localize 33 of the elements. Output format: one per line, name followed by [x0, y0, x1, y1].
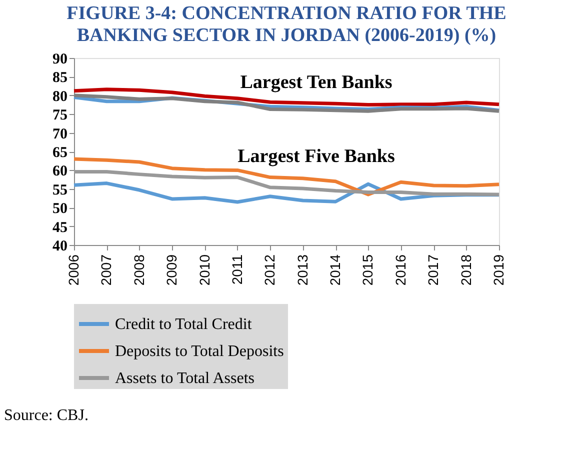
legend-label: Credit to Total Credit	[115, 316, 252, 333]
legend-label: Assets to Total Assets	[115, 370, 254, 387]
y-tick-label: 40	[52, 238, 68, 254]
y-tick-label: 85	[52, 70, 68, 86]
y-tick-label: 75	[52, 108, 68, 124]
y-tick-label: 60	[52, 164, 68, 180]
x-tick-label: 2011	[228, 254, 245, 285]
y-tick-label: 65	[52, 145, 68, 161]
y-tick-label: 45	[52, 220, 68, 236]
x-tick-label: 2008	[130, 254, 147, 286]
y-tick-label: 50	[52, 201, 68, 218]
y-tick-label: 70	[52, 126, 68, 142]
x-tick-label: 2018	[458, 254, 474, 286]
x-tick-label: 2017	[425, 254, 442, 286]
x-tick-label: 2010	[196, 254, 212, 286]
x-tick-label: 2012	[262, 254, 278, 286]
chart-title: FIGURE 3-4: CONCENTRATION RATIO FOR THE BANKING SECTOR IN JORDAN (2006-2019) (%)	[66, 3, 506, 46]
legend-label: Deposits to Total Deposits	[115, 343, 284, 360]
x-tick-label: 2013	[294, 254, 310, 286]
y-tick-label: 90	[52, 52, 68, 68]
x-tick-label: 2006	[66, 254, 82, 286]
source-note: Source: CBJ.	[4, 407, 88, 424]
line-series	[72, 170, 501, 196]
annotation: Largest Five Banks	[238, 146, 395, 167]
x-tick-label: 2014	[327, 254, 344, 286]
x-tick-label: 2019	[490, 254, 506, 286]
x-tick-label: 2016	[392, 254, 408, 286]
x-tick-label: 2009	[164, 254, 180, 286]
annotation: Largest Ten Banks	[240, 72, 392, 93]
y-tick-label: 55	[52, 182, 68, 198]
x-tick-label: 2015	[360, 254, 376, 286]
y-tick-label: 80	[52, 88, 68, 105]
x-tick-label: 2007	[98, 254, 114, 286]
